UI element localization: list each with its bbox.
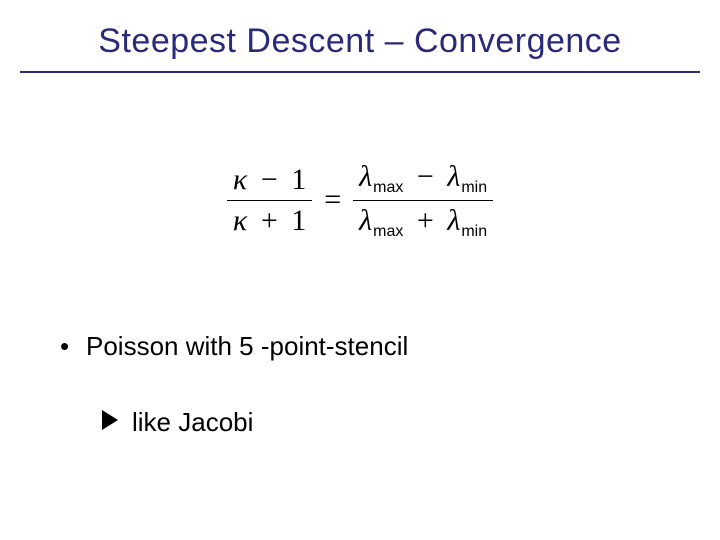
one-literal: 1 <box>291 163 306 196</box>
formula-lhs-frac: κ − 1 κ + 1 <box>227 160 312 241</box>
subscript-min: min <box>460 179 487 196</box>
bullet-text: Poisson with 5 -point-stencil <box>86 330 408 364</box>
formula-lhs-den: κ + 1 <box>227 201 312 241</box>
lambda-symbol: λ <box>447 160 460 193</box>
formula-rhs-frac: λmax − λmin λmax + λmin <box>353 157 493 242</box>
lambda-symbol: λ <box>359 160 372 193</box>
list-item: • Poisson with 5 -point-stencil <box>60 330 408 364</box>
minus-sign: − <box>411 160 440 193</box>
bullet-list: • Poisson with 5 -point-stencil like Jac… <box>60 330 408 440</box>
page-title: Steepest Descent – Convergence <box>98 22 621 60</box>
minus-sign: − <box>255 163 284 196</box>
subscript-min: min <box>460 223 487 240</box>
subscript-max: max <box>372 179 403 196</box>
sub-bullet-text: like Jacobi <box>132 406 253 440</box>
equals-sign: = <box>312 183 353 217</box>
formula: κ − 1 κ + 1 = λmax − λmin λmax + λmin <box>190 140 530 260</box>
divider-wrap <box>0 71 720 73</box>
subscript-max: max <box>372 223 403 240</box>
lambda-symbol: λ <box>359 204 372 237</box>
lambda-symbol: λ <box>447 204 460 237</box>
triangle-icon <box>102 410 118 430</box>
plus-sign: + <box>255 204 284 237</box>
formula-rhs-den: λmax + λmin <box>353 201 493 243</box>
kappa-symbol: κ <box>233 204 247 237</box>
one-literal: 1 <box>291 204 306 237</box>
divider-line <box>20 71 700 73</box>
slide: Steepest Descent – Convergence κ − 1 κ +… <box>0 0 720 540</box>
formula-lhs-num: κ − 1 <box>227 160 312 201</box>
plus-sign: + <box>411 204 440 237</box>
kappa-symbol: κ <box>233 163 247 196</box>
title-row: Steepest Descent – Convergence <box>0 0 720 61</box>
formula-rhs-num: λmax − λmin <box>353 157 493 200</box>
bullet-icon: • <box>60 330 86 364</box>
sub-list-item: like Jacobi <box>100 406 408 440</box>
